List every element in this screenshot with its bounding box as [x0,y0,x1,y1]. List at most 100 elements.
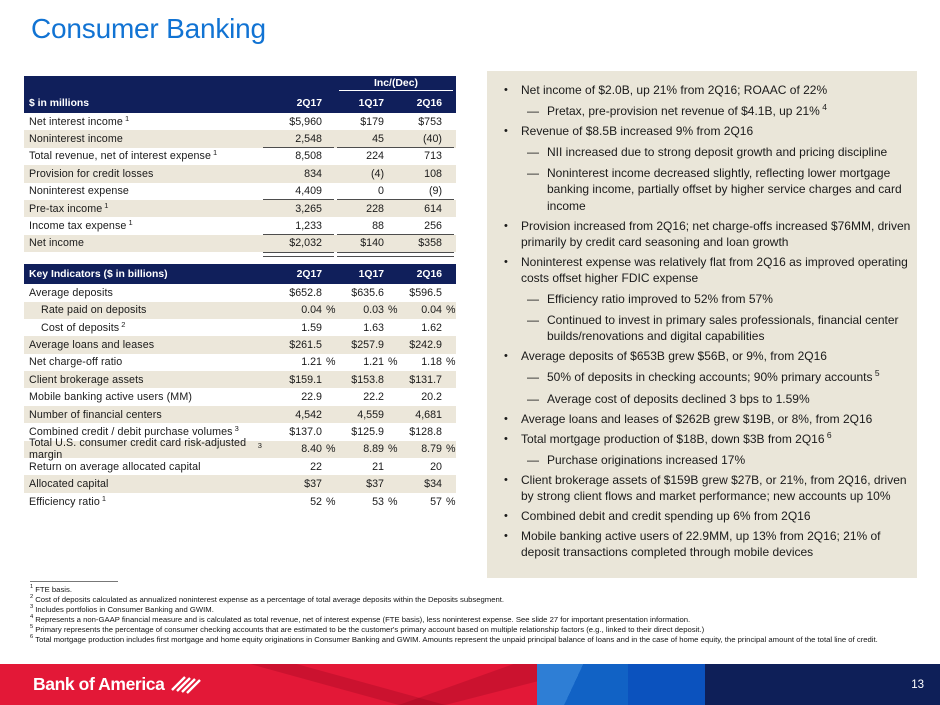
bullet-marker-icon: • [504,125,508,138]
value-1q17: 21 [372,460,384,473]
row-label: Total revenue, net of interest expense [29,150,212,163]
value-2q17: 8,508 [295,150,322,163]
row-label: Average loans and leases [29,338,155,351]
value-1q17: $153.8 [351,373,384,386]
dash-marker-icon: — [527,313,539,328]
row-label: Total U.S. consumer credit card risk-adj… [29,437,247,462]
table-row: Income tax expense 1 1,233 88 256 [24,217,456,236]
table-row: Average loans and leases $261.5 $257.9 $2… [24,336,456,354]
value-1q17: (4) [370,167,384,180]
row-label: Efficiency ratio [29,495,100,508]
value-1q17: 1.63 [363,321,384,334]
sub-bullet-list: — NII increased due to strong deposit gr… [521,144,912,213]
row-label: Noninterest expense [29,185,129,198]
row-footnote-sup: 1 [104,200,109,210]
sub-bullet-item: — Average cost of deposits declined 3 bp… [521,391,912,407]
table-row: Allocated capital $37 $37 $34 [24,475,456,493]
highlights-panel: • Net income of $2.0B, up 21% from 2Q16;… [487,71,917,578]
table-row: Efficiency ratio 1 52% 53% 57% [24,493,456,510]
footnote-text: Represents a non-GAAP financial measure … [35,615,691,624]
footnote: 5 Primary represents the percentage of co… [30,625,914,635]
bullet-marker-icon: • [504,219,508,232]
value-2q17: 3,265 [295,202,322,215]
value-1q17: $140 [360,237,384,250]
value-2q16: 1.62 [421,321,442,334]
value-2q16: $128.8 [409,425,442,438]
dash-marker-icon: — [527,292,539,307]
footnote-number: 5 [30,624,34,631]
table-row: Total revenue, net of interest expense 1 … [24,148,456,165]
bullet-item: • Total mortgage production of $18B, dow… [495,430,912,468]
sub-bullet-list: — Purchase originations increased 17% [521,452,912,468]
value-2q17: $261.5 [289,338,322,351]
dash-marker-icon: — [527,104,539,119]
value-1q17: 88 [372,220,384,233]
bullet-text: Noninterest expense was relatively flat … [521,254,908,285]
value-1q17: 1.21 [363,356,384,369]
sub-bullet-item: — Efficiency ratio improved to 52% from … [521,291,912,307]
percent-sign: % [326,356,336,369]
value-2q17: 1,233 [295,220,322,233]
bullet-marker-icon: • [504,432,508,445]
bofa-logo-text: Bank of America [33,674,165,694]
table-row: Noninterest income 2,548 45 (40) [24,130,456,149]
value-2q17: 1.59 [301,321,322,334]
column-header-2q16: 2Q16 [416,268,442,280]
income-table-body: Net interest income 1 $5,960 $179 $753 Non… [24,113,456,258]
value-2q16: $34 [424,478,442,491]
column-header-2q17: 2Q17 [296,97,322,109]
footnote-number: 1 [30,584,34,591]
value-2q17: $2,032 [289,237,322,250]
sub-bullet-item: — Continued to invest in primary sales p… [521,312,912,344]
percent-sign: % [446,495,456,508]
footnote-text: FTE basis. [35,585,72,594]
bullet-text: Provision increased from 2Q16; net charg… [521,218,911,249]
value-2q17: $37 [304,478,322,491]
key-indicators-body: Average deposits $652.8 $635.6 $596.5 Rat… [24,284,456,510]
percent-sign: % [388,356,398,369]
bullet-item: • Combined debit and credit spending up … [495,508,912,524]
percent-sign: % [326,304,336,317]
row-footnote-sup: 3 [257,441,262,451]
footnotes: 1 FTE basis. 2 Cost of deposits calculated… [30,581,914,645]
row-label: Number of financial centers [29,408,162,421]
table-row: Average deposits $652.8 $635.6 $596.5 [24,284,456,301]
value-2q16: 0.04 [421,304,442,317]
value-2q16: 108 [424,167,442,180]
sub-bullet-list: — 50% of deposits in checking accounts; … [521,369,912,406]
footer-blue-segment [537,664,628,705]
bullet-text: Average loans and leases of $262B grew $… [521,411,873,426]
bullet-text: Combined debit and credit spending up 6%… [521,509,811,524]
value-2q16: 1.18 [421,356,442,369]
footnote-number: 4 [30,614,34,621]
footnote-number: 6 [30,634,34,641]
value-2q17: 8.40 [301,443,322,456]
sub-bullet-item: — Pretax, pre-provision net revenue of $… [521,103,912,119]
percent-sign: % [446,356,456,369]
footnote: 2 Cost of deposits calculated as annualiz… [30,595,914,605]
page-title: Consumer Banking [31,13,266,44]
footnote-list: 1 FTE basis. 2 Cost of deposits calculated… [30,585,914,645]
value-2q17: 22 [310,460,322,473]
value-2q16: 20 [430,460,442,473]
row-label: Return on average allocated capital [29,460,201,473]
value-2q17: 0.04 [301,304,322,317]
footnote-rule [30,581,118,582]
value-2q17: 4,542 [295,408,322,421]
value-2q16: $358 [418,237,442,250]
incdec-label: Inc/(Dec) [339,78,453,91]
bullet-text: Average deposits of $653B grew $56B, or … [521,349,827,364]
footer-bar: Bank of America 13 [0,664,940,705]
bullet-item: • Mobile banking active users of 22.9MM,… [495,528,912,560]
value-1q17: $257.9 [351,338,384,351]
column-header-2q17: 2Q17 [296,268,322,280]
row-label: Income tax expense [29,220,127,233]
value-1q17: 53 [372,495,384,508]
footnote: 6 Total mortgage production includes firs… [30,635,914,645]
value-1q17: $179 [360,115,384,128]
bullet-item: • Provision increased from 2Q16; net cha… [495,218,912,250]
bullet-item: • Net income of $2.0B, up 21% from 2Q16;… [495,82,912,119]
row-footnote-sup: 1 [124,113,130,123]
row-footnote-sup: 3 [234,423,239,433]
row-label: Combined credit / debit purchase volumes [29,425,233,438]
